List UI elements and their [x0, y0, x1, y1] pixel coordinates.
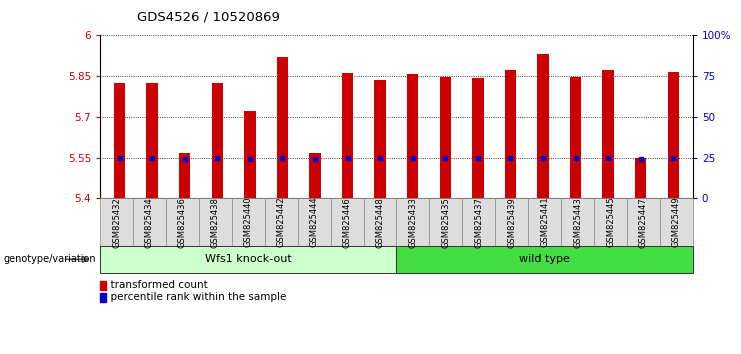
- Bar: [342, 73, 353, 198]
- Bar: [212, 82, 223, 198]
- Bar: [635, 158, 646, 198]
- Text: GSM825444: GSM825444: [310, 197, 319, 247]
- Text: GSM825449: GSM825449: [672, 197, 681, 247]
- Text: transformed count: transformed count: [104, 280, 207, 290]
- Bar: [147, 82, 158, 198]
- Text: GSM825445: GSM825445: [606, 197, 615, 247]
- Text: percentile rank within the sample: percentile rank within the sample: [104, 292, 286, 302]
- Text: GSM825437: GSM825437: [474, 197, 483, 247]
- Text: GSM825432: GSM825432: [112, 197, 121, 247]
- Bar: [179, 153, 190, 198]
- Bar: [114, 82, 125, 198]
- Text: GSM825438: GSM825438: [210, 197, 220, 247]
- Bar: [570, 77, 581, 198]
- Text: GSM825446: GSM825446: [342, 197, 351, 247]
- Text: wild type: wild type: [519, 254, 570, 264]
- Bar: [374, 80, 386, 198]
- Bar: [309, 153, 321, 198]
- Text: Wfs1 knock-out: Wfs1 knock-out: [205, 254, 292, 264]
- Bar: [537, 55, 548, 198]
- Bar: [276, 57, 288, 198]
- Text: GSM825443: GSM825443: [573, 197, 582, 247]
- Bar: [602, 70, 614, 198]
- Text: GSM825439: GSM825439: [507, 197, 516, 247]
- Text: GSM825436: GSM825436: [178, 197, 187, 247]
- Text: GSM825442: GSM825442: [276, 197, 286, 247]
- Text: GDS4526 / 10520869: GDS4526 / 10520869: [137, 11, 280, 24]
- Text: GSM825434: GSM825434: [145, 197, 154, 247]
- Text: GSM825448: GSM825448: [376, 197, 385, 247]
- Text: GSM825433: GSM825433: [408, 197, 417, 247]
- Text: GSM825435: GSM825435: [442, 197, 451, 247]
- Text: GSM825447: GSM825447: [639, 197, 648, 247]
- Bar: [472, 78, 484, 198]
- Bar: [245, 111, 256, 198]
- Bar: [505, 70, 516, 198]
- Text: GSM825441: GSM825441: [540, 197, 549, 247]
- Bar: [407, 74, 419, 198]
- Text: GSM825440: GSM825440: [244, 197, 253, 247]
- Bar: [668, 72, 679, 198]
- Bar: [439, 77, 451, 198]
- Text: genotype/variation: genotype/variation: [4, 254, 96, 264]
